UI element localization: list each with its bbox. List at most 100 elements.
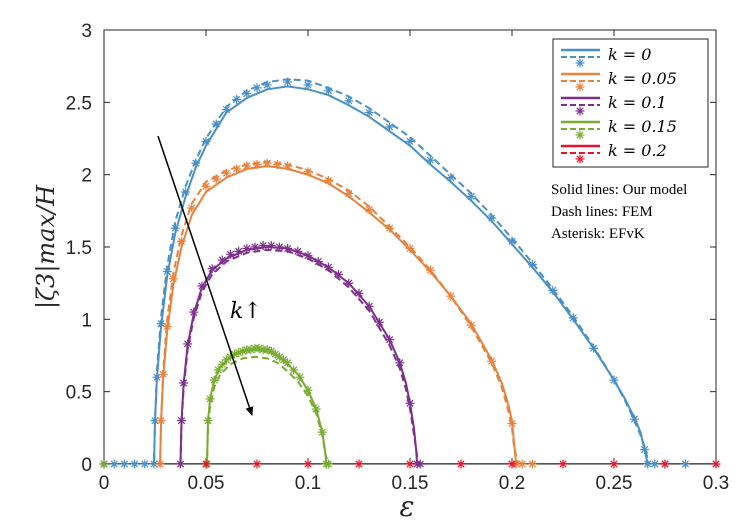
series-0-efvk-point — [629, 414, 639, 424]
legend-label: k = 0.1 — [608, 93, 667, 112]
series-2-efvk-point — [225, 249, 235, 259]
series-4-efvk-point — [660, 459, 670, 469]
series-1-efvk-point — [487, 356, 497, 366]
series-0-efvk-point — [425, 155, 435, 165]
series-1-efvk-point — [507, 418, 517, 428]
series-1-efvk-point — [211, 174, 221, 184]
series-1-efvk-point — [221, 168, 231, 178]
y-tick-label: 0 — [81, 455, 92, 476]
series-0-efvk-point — [191, 158, 201, 168]
y-tick-label: 2.5 — [66, 93, 92, 114]
series-2-efvk-point — [179, 378, 189, 388]
series-2-efvk-point — [258, 241, 268, 251]
y-axis-ticks: 0 0.5 1 1.5 2 2.5 3 — [66, 21, 716, 476]
trend-arrow — [157, 135, 254, 416]
series-1-efvk-point — [156, 416, 166, 426]
series-2-efvk-point — [303, 251, 313, 261]
series-4-efvk-point — [609, 459, 619, 469]
series-2-efvk-point — [250, 242, 260, 252]
series-1-efvk-point — [405, 243, 415, 253]
series-3-efvk-point — [317, 427, 327, 437]
series-1-efvk-point — [155, 459, 165, 469]
series-3-efvk-point — [262, 345, 272, 355]
series-0-efvk-point — [487, 213, 497, 223]
series-2-efvk-point — [385, 335, 395, 345]
markers-layer — [99, 77, 721, 469]
series-2-efvk-point — [293, 246, 303, 256]
series-1-efvk-point — [252, 160, 262, 170]
series-0-efvk-point — [252, 83, 262, 93]
series-4-efvk-point — [456, 459, 466, 469]
series-2-efvk-point — [207, 264, 217, 274]
legend-label: k = 0.05 — [608, 69, 677, 88]
series-0-efvk-point — [589, 343, 599, 353]
series-1-efvk-point — [187, 203, 197, 213]
series-2-efvk-point — [197, 281, 207, 291]
series-4-efvk-point — [711, 459, 721, 469]
series-1-efvk-point — [364, 204, 374, 214]
series-4-efvk-point — [201, 459, 211, 469]
legend-entries: k = 0 k = 0.05 k = 0.1 k = 0.15 k = 0.2 — [561, 45, 677, 164]
series-1-efvk-point — [385, 223, 395, 233]
line-style-note-fem: Dash lines: FEM — [551, 204, 653, 220]
series-0-efvk-point — [303, 80, 313, 90]
series-3-efvk-point — [209, 375, 219, 385]
series-2-efvk-point — [234, 246, 244, 256]
series-0-efvk-point — [364, 107, 374, 117]
series-3-efvk-point — [283, 358, 293, 368]
series-0-efvk-point — [242, 89, 252, 99]
series-4-efvk-point — [252, 459, 262, 469]
legend-efvk-marker — [575, 130, 585, 140]
series-1-efvk-point — [517, 459, 527, 469]
series-0-efvk-point — [527, 259, 537, 269]
series-4-efvk-point — [507, 459, 517, 469]
x-tick-label: 0.25 — [596, 473, 633, 494]
series-3-efvk-point — [203, 416, 213, 426]
series-2-efvk-point — [354, 288, 364, 298]
series-1-efvk-point — [323, 175, 333, 185]
series-3-efvk-point — [295, 372, 305, 382]
legend-label: k = 0.2 — [608, 141, 667, 160]
x-tick-label: 0.1 — [295, 473, 321, 494]
series-0-efvk-point — [170, 223, 180, 233]
y-tick-label: 1.5 — [66, 238, 92, 259]
series-2-efvk-point — [183, 339, 193, 349]
series-0-efvk-point — [232, 94, 242, 104]
line-style-note-model: Solid lines: Our model — [551, 182, 687, 198]
series-0-efvk-point — [650, 459, 660, 469]
series-0-efvk-point — [507, 236, 517, 246]
series-4-efvk-point — [558, 459, 568, 469]
legend-efvk-marker — [575, 154, 585, 164]
x-tick-label: 0.3 — [703, 473, 729, 494]
x-tick-label: 0.2 — [499, 473, 525, 494]
series-2-efvk-point — [242, 243, 252, 253]
series-0-efvk-point — [119, 459, 129, 469]
series-2-efvk-point — [405, 398, 415, 408]
series-4-efvk-point — [303, 459, 313, 469]
series-1-efvk-point — [177, 236, 187, 246]
series-2-efvk-point — [217, 255, 227, 265]
legend-efvk-marker — [575, 106, 585, 116]
y-tick-label: 3 — [81, 21, 92, 42]
series-1-efvk-point — [344, 188, 354, 198]
series-3-efvk-point — [303, 385, 313, 395]
series-3-efvk-point — [323, 459, 333, 469]
series-2-efvk-point — [334, 269, 344, 279]
series-0-efvk-point — [130, 459, 140, 469]
series-0-efvk-point — [181, 187, 191, 197]
series-3-efvk-point — [289, 365, 299, 375]
series-2-efvk-point — [189, 307, 199, 317]
legend-label: k = 0.15 — [608, 117, 677, 136]
series-2-efvk-point — [266, 241, 276, 251]
series-2-efvk-point — [415, 459, 425, 469]
legend-efvk-marker — [575, 58, 585, 68]
series-0-efvk-point — [109, 459, 119, 469]
series-3-efvk-point — [99, 459, 109, 469]
series-2-efvk-point — [283, 243, 293, 253]
line-style-note-efvk: Asterisk: EFvK — [551, 226, 645, 242]
series-1-efvk-point — [201, 181, 211, 191]
series-0-efvk-point — [283, 77, 293, 87]
series-0-efvk-point — [201, 136, 211, 146]
series-1-efvk-point — [466, 320, 476, 330]
